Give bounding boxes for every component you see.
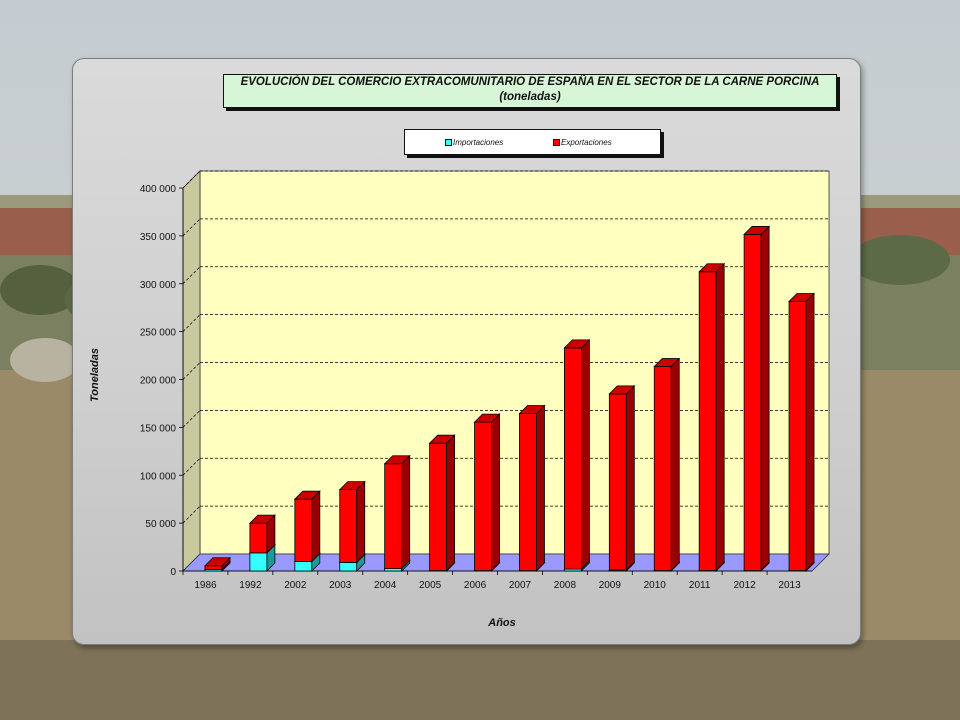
gridline-diagonal xyxy=(182,505,201,524)
x-tick-label-2010: 2010 xyxy=(644,580,667,591)
y-tick-label: 100 000 xyxy=(140,471,177,482)
x-tick-label-2012: 2012 xyxy=(733,580,756,591)
plot-floor xyxy=(182,553,830,572)
bar-side-exportaciones-2012 xyxy=(760,225,770,572)
bar-side-exportaciones-2003 xyxy=(356,480,366,564)
legend-item-importaciones: Importaciones xyxy=(445,138,503,147)
bar-exportaciones-1986 xyxy=(204,565,223,570)
bar-top-exportaciones-2004 xyxy=(383,455,411,465)
y-tick-label: 150 000 xyxy=(140,423,177,434)
x-axis-title: Años xyxy=(487,617,516,629)
bar-top-exportaciones-2009 xyxy=(608,385,636,395)
bar-side-exportaciones-2009 xyxy=(625,384,635,572)
legend-label-exportaciones: Exportaciones xyxy=(561,138,612,147)
x-tick-label-2008: 2008 xyxy=(554,580,577,591)
plot-back-wall xyxy=(199,170,830,555)
bar-side-exportaciones-2013 xyxy=(805,292,815,572)
bar-top-exportaciones-2008 xyxy=(563,339,591,349)
chart-title: EVOLUCIÓN DEL COMERCIO EXTRACOMUNITARIO … xyxy=(240,76,820,88)
y-axis-title: Toneladas xyxy=(89,348,101,402)
bar-top-exportaciones-2011 xyxy=(698,263,726,273)
bar-exportaciones-2008 xyxy=(563,347,582,570)
bar-exportaciones-2010 xyxy=(653,366,672,571)
y-tick-label: 250 000 xyxy=(140,328,177,339)
bar-side-exportaciones-2005 xyxy=(446,434,456,572)
bar-side-exportaciones-2006 xyxy=(491,413,500,572)
bar-top-exportaciones-2010 xyxy=(653,358,681,367)
x-tick-label-2004: 2004 xyxy=(374,580,397,591)
legend-item-exportaciones: Exportaciones xyxy=(553,138,612,147)
bar-exportaciones-2011 xyxy=(698,271,717,571)
bar-exportaciones-1992 xyxy=(249,522,268,554)
bar-side-exportaciones-2002 xyxy=(311,490,321,563)
gridline-diagonal xyxy=(182,314,201,332)
gridline-diagonal xyxy=(182,266,201,284)
legend-swatch-exportaciones xyxy=(553,139,560,146)
gridline-diagonal xyxy=(182,410,201,428)
gridline-diagonal xyxy=(182,458,201,476)
y-tick-label: 0 xyxy=(170,567,176,578)
x-tick-label-2003: 2003 xyxy=(329,580,352,591)
bar-side-exportaciones-2008 xyxy=(580,338,590,571)
bar-importaciones-2002 xyxy=(294,561,313,572)
legend: Importaciones Exportaciones xyxy=(404,129,661,155)
bar-exportaciones-2004 xyxy=(384,463,403,570)
bar-exportaciones-2012 xyxy=(743,234,762,571)
bar-top-exportaciones-2013 xyxy=(788,293,816,302)
bar-top-exportaciones-2007 xyxy=(518,405,546,414)
bar-top-exportaciones-2003 xyxy=(338,481,366,491)
bar-exportaciones-2002 xyxy=(294,498,313,562)
x-tick-label-2002: 2002 xyxy=(284,580,307,591)
bar-top-exportaciones-2006 xyxy=(473,413,501,423)
y-tick-label: 350 000 xyxy=(140,232,177,243)
chart-title-box: EVOLUCIÓN DEL COMERCIO EXTRACOMUNITARIO … xyxy=(223,74,837,108)
bar-exportaciones-2013 xyxy=(788,301,807,571)
x-tick-label-2009: 2009 xyxy=(599,580,622,591)
bar-exportaciones-2003 xyxy=(339,489,358,563)
gridline-diagonal xyxy=(182,218,201,237)
bar-exportaciones-2009 xyxy=(608,393,627,571)
x-tick-label-2005: 2005 xyxy=(419,580,442,591)
x-tick-label-2006: 2006 xyxy=(464,580,487,591)
x-tick-label-1986: 1986 xyxy=(194,580,217,591)
bar-exportaciones-2005 xyxy=(429,442,448,571)
chart-subtitle: (toneladas) xyxy=(499,91,561,103)
legend-label-importaciones: Importaciones xyxy=(453,138,504,147)
gridline-diagonal xyxy=(182,362,201,380)
x-tick-label-2007: 2007 xyxy=(509,580,532,591)
x-tick-label-2011: 2011 xyxy=(689,580,711,591)
bar-top-exportaciones-1992 xyxy=(248,514,276,524)
bar-exportaciones-2007 xyxy=(519,413,537,571)
bar-top-exportaciones-2005 xyxy=(428,434,456,444)
bar-top-exportaciones-2002 xyxy=(293,490,321,500)
bar-side-exportaciones-2004 xyxy=(401,454,411,570)
x-tick-label-1992: 1992 xyxy=(239,580,262,591)
bar-top-exportaciones-1986 xyxy=(203,557,231,567)
bar-exportaciones-2006 xyxy=(474,421,492,571)
bar-side-exportaciones-2007 xyxy=(536,404,545,572)
y-tick-label: 200 000 xyxy=(140,376,177,387)
y-tick-label: 50 000 xyxy=(145,519,176,530)
x-tick-label-2013: 2013 xyxy=(778,580,801,591)
bar-importaciones-2003 xyxy=(339,561,358,572)
bar-side-exportaciones-2010 xyxy=(670,357,680,572)
bar-importaciones-1992 xyxy=(249,552,268,572)
gridline-diagonal xyxy=(182,170,201,189)
bar-side-exportaciones-2011 xyxy=(715,262,725,572)
bar-top-exportaciones-2012 xyxy=(743,226,771,235)
y-tick-label: 300 000 xyxy=(140,280,177,291)
legend-swatch-importaciones xyxy=(445,139,452,146)
y-tick-label: 400 000 xyxy=(140,184,177,195)
